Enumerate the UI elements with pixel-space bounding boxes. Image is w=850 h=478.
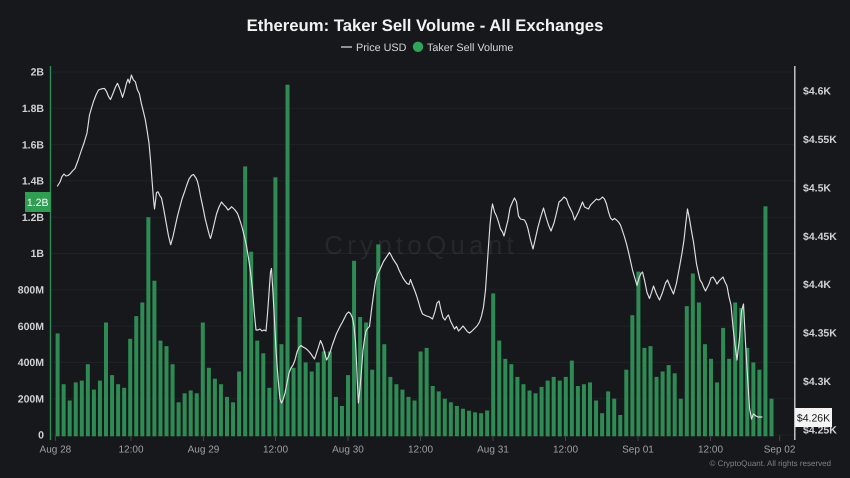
svg-text:Price USD: Price USD bbox=[356, 42, 407, 54]
svg-text:1.4B: 1.4B bbox=[22, 176, 45, 188]
svg-text:600M: 600M bbox=[18, 321, 45, 333]
svg-text:Aug 29: Aug 29 bbox=[188, 445, 220, 456]
svg-text:Sep 02: Sep 02 bbox=[764, 445, 796, 456]
svg-text:Aug 31: Aug 31 bbox=[477, 445, 509, 456]
svg-text:12:00: 12:00 bbox=[408, 445, 433, 456]
svg-text:12:00: 12:00 bbox=[698, 445, 723, 456]
svg-text:200M: 200M bbox=[18, 393, 45, 405]
svg-text:1.6B: 1.6B bbox=[22, 139, 45, 151]
svg-text:$4.4K: $4.4K bbox=[803, 279, 831, 291]
svg-text:Taker Sell Volume: Taker Sell Volume bbox=[427, 42, 513, 54]
svg-text:400M: 400M bbox=[18, 357, 45, 369]
svg-text:CryptoQuant: CryptoQuant bbox=[324, 230, 518, 260]
svg-text:$4.35K: $4.35K bbox=[803, 328, 837, 340]
svg-text:$4.6K: $4.6K bbox=[803, 86, 831, 98]
svg-text:$4.26K: $4.26K bbox=[797, 413, 830, 425]
svg-text:1B: 1B bbox=[31, 248, 45, 260]
svg-text:$4.5K: $4.5K bbox=[803, 183, 831, 195]
svg-text:© CryptoQuant. All rights rese: © CryptoQuant. All rights reserved bbox=[710, 459, 832, 468]
svg-text:Sep 01: Sep 01 bbox=[622, 445, 654, 456]
svg-text:800M: 800M bbox=[18, 285, 45, 297]
svg-text:1.2B: 1.2B bbox=[27, 197, 49, 209]
svg-text:12:00: 12:00 bbox=[263, 445, 288, 456]
svg-text:Aug 30: Aug 30 bbox=[332, 445, 364, 456]
svg-text:1.2B: 1.2B bbox=[22, 212, 45, 224]
svg-text:2B: 2B bbox=[31, 67, 45, 79]
svg-text:Ethereum: Taker Sell Volume -: Ethereum: Taker Sell Volume - All Exchan… bbox=[247, 16, 604, 35]
svg-text:12:00: 12:00 bbox=[118, 445, 143, 456]
svg-text:1.8B: 1.8B bbox=[22, 103, 45, 115]
svg-text:12:00: 12:00 bbox=[553, 445, 578, 456]
svg-text:0: 0 bbox=[38, 430, 44, 442]
svg-text:$4.3K: $4.3K bbox=[803, 376, 831, 388]
svg-text:$4.45K: $4.45K bbox=[803, 231, 837, 243]
svg-text:$4.55K: $4.55K bbox=[803, 134, 837, 146]
svg-text:Aug 28: Aug 28 bbox=[40, 445, 72, 456]
svg-text:$4.25K: $4.25K bbox=[803, 424, 837, 436]
